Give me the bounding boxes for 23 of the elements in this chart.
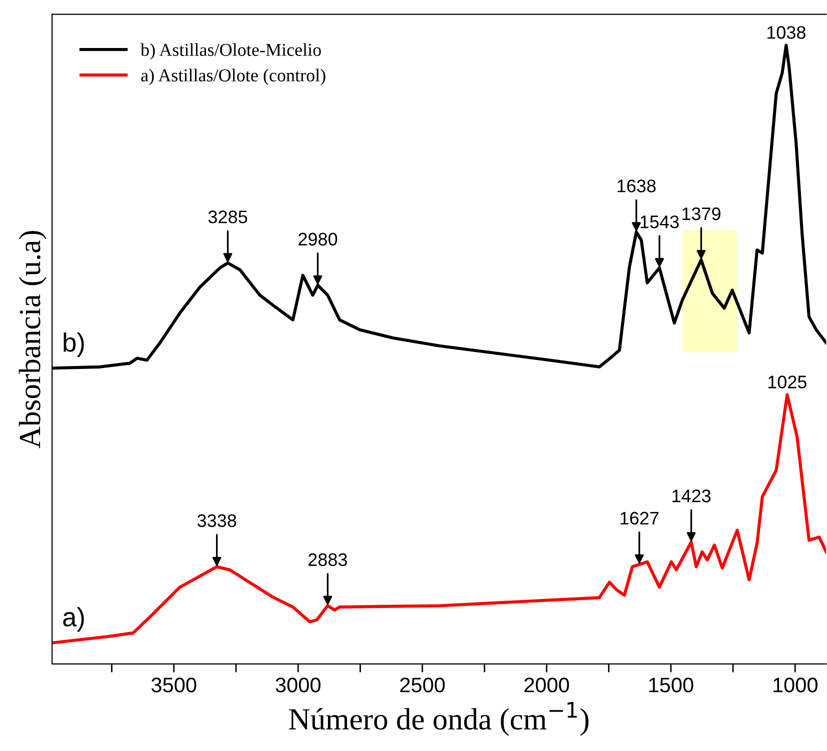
annotation: 1627 bbox=[620, 512, 658, 525]
x-tick-label: 2000 bbox=[524, 678, 569, 692]
annotation: 2980 bbox=[298, 232, 338, 246]
x-tick-label: 2500 bbox=[400, 678, 445, 692]
annotation: 1025 bbox=[768, 376, 806, 388]
x-tick-label: 1500 bbox=[649, 678, 694, 692]
annotation: 3285 bbox=[208, 210, 248, 224]
annotation: a) bbox=[63, 607, 84, 632]
annotation: 1038 bbox=[767, 26, 806, 39]
annotation: 1423 bbox=[672, 490, 711, 502]
legend-label: a) Astillas/Olote (control) bbox=[141, 68, 326, 86]
legend-label: b) Astillas/Olote-Micelio bbox=[140, 43, 321, 60]
y-axis-title: Absorbancia (u.a) bbox=[18, 230, 47, 448]
annotation: 1543 bbox=[640, 215, 679, 228]
annotation: 3338 bbox=[197, 514, 236, 528]
x-tick-label: 3000 bbox=[276, 678, 320, 692]
annotation: 1379 bbox=[682, 207, 720, 220]
x-axis-title: Número de onda (cm$^{−1}$) bbox=[289, 702, 588, 736]
annotation: 1638 bbox=[618, 180, 656, 192]
annotation: b) bbox=[64, 332, 84, 358]
x-tick-label: 3500 bbox=[151, 678, 196, 692]
x-tick-label: 1000 bbox=[774, 678, 818, 692]
annotation: 2883 bbox=[308, 553, 347, 566]
